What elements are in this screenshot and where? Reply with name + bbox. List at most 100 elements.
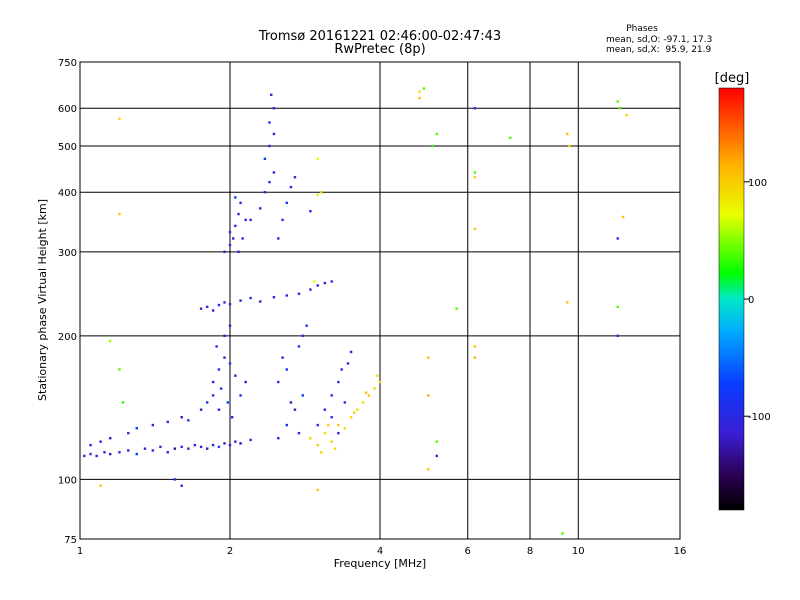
data-point (249, 218, 252, 222)
data-point (237, 212, 240, 216)
data-point (277, 437, 280, 440)
data-point (349, 416, 353, 419)
data-point (343, 427, 347, 430)
data-point (205, 447, 209, 450)
data-point (228, 362, 232, 365)
data-point (211, 309, 215, 312)
data-point (272, 132, 276, 136)
data-point (312, 280, 316, 283)
data-point (228, 302, 232, 306)
data-point (508, 136, 512, 140)
data-point (230, 416, 234, 419)
data-point (226, 401, 230, 404)
data-point (330, 394, 333, 397)
data-point (199, 307, 203, 310)
data-point (244, 380, 247, 384)
data-point (239, 201, 242, 205)
data-point (565, 301, 569, 304)
data-point (180, 445, 183, 449)
data-point (268, 121, 271, 124)
data-point (618, 107, 621, 110)
data-point (83, 454, 86, 458)
data-point (249, 296, 252, 300)
data-point (473, 227, 477, 231)
data-point (143, 447, 147, 450)
data-point (95, 454, 98, 458)
colorbar-tick-label: 0 (748, 295, 754, 306)
data-point (621, 215, 625, 219)
data-point (173, 478, 177, 481)
y-tick-label: 75 (64, 535, 77, 546)
data-point (103, 451, 106, 454)
data-point (270, 93, 273, 97)
stats-o-line: mean, sd,O: -97.1, 17.3 (606, 35, 712, 45)
data-point (316, 157, 319, 161)
colorbar-tick-label: 100 (748, 178, 767, 189)
data-point (364, 391, 368, 394)
data-point (418, 96, 421, 100)
data-point (187, 419, 190, 422)
data-point (180, 416, 183, 419)
data-point (272, 295, 276, 299)
data-point (118, 117, 121, 121)
chart-subtitle: RwPretec (8p) (334, 42, 425, 57)
data-point (323, 281, 327, 285)
data-point (422, 87, 426, 90)
data-point (263, 191, 267, 194)
data-point (316, 443, 319, 447)
grid-lines (80, 61, 680, 540)
data-point (373, 387, 376, 390)
data-point (127, 449, 130, 452)
data-point (228, 243, 232, 247)
x-tick-label: 4 (377, 546, 383, 557)
data-point (305, 324, 308, 327)
x-tick-label: 2 (227, 546, 233, 557)
data-point (285, 423, 288, 427)
data-point (316, 284, 319, 287)
x-tick-labels: 1 2 4 6 8 10 16 (77, 546, 687, 557)
data-point (337, 380, 340, 384)
data-point (281, 356, 284, 359)
data-point (217, 303, 221, 307)
data-point (151, 449, 155, 452)
y-tick-label: 600 (58, 104, 77, 115)
data-point (211, 380, 215, 384)
data-point (293, 176, 297, 179)
data-point (234, 196, 237, 199)
data-point (337, 431, 340, 435)
data-point (234, 224, 237, 228)
data-point (173, 447, 177, 450)
data-point (316, 193, 319, 197)
data-point (215, 345, 218, 348)
data-point (99, 440, 102, 443)
data-point (616, 305, 619, 309)
data-point (616, 100, 619, 103)
data-point (118, 212, 121, 216)
data-point (199, 445, 203, 449)
data-point (378, 380, 382, 384)
data-point (427, 394, 430, 397)
data-point (473, 107, 477, 110)
colorbar-gradient (718, 87, 745, 511)
plot-area: 1 2 4 6 8 10 16 75 100 200 300 400 500 600 750 (58, 58, 686, 557)
data-point (330, 280, 333, 283)
y-tick-label: 750 (58, 58, 77, 69)
data-point (166, 451, 169, 454)
colorbar-ticks: 100 0 -100 (744, 178, 771, 423)
data-point (217, 445, 221, 449)
data-point (135, 452, 138, 456)
data-point (285, 368, 288, 371)
data-point (151, 423, 155, 427)
data-point (455, 307, 458, 310)
data-point (228, 230, 232, 234)
data-point (473, 345, 477, 348)
data-point (285, 201, 288, 205)
x-tick-label: 6 (465, 546, 471, 557)
data-point (223, 301, 226, 304)
data-point (223, 334, 226, 338)
data-point (228, 443, 232, 447)
data-point (272, 107, 276, 110)
data-point (234, 440, 237, 443)
data-point (343, 401, 347, 404)
